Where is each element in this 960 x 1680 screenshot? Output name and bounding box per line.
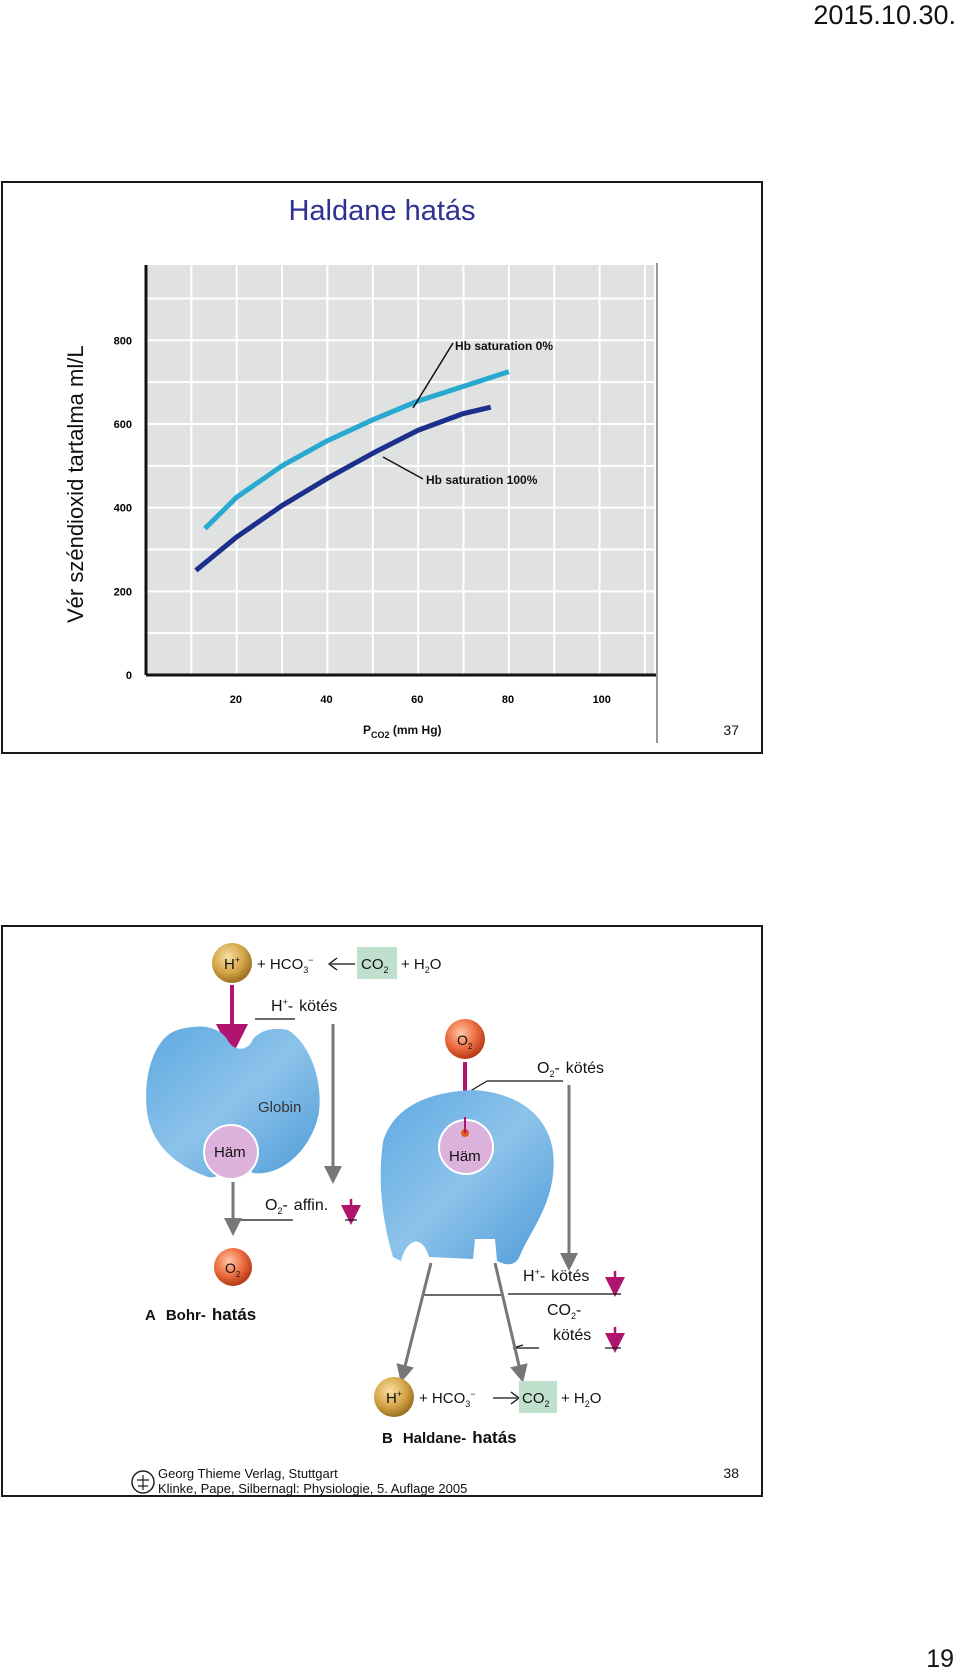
series-line-0 bbox=[203, 369, 510, 531]
co2-highlight-bottom bbox=[519, 1381, 557, 1413]
y-tick-label: 0 bbox=[126, 670, 132, 682]
co2-binding-label: CO2- bbox=[547, 1302, 581, 1321]
label-b: B Haldane-hatás bbox=[382, 1428, 517, 1447]
y-tick-label: 600 bbox=[114, 419, 132, 431]
svg-text:O2: O2 bbox=[457, 1032, 473, 1051]
slide-number: 38 bbox=[723, 1465, 739, 1481]
globin-label: Globin bbox=[258, 1099, 301, 1116]
ham-a bbox=[203, 1124, 259, 1180]
svg-text:O2: O2 bbox=[225, 1260, 241, 1279]
slide-number: 37 bbox=[723, 722, 739, 738]
svg-text:Häm: Häm bbox=[449, 1148, 481, 1165]
globin-b bbox=[380, 1090, 554, 1265]
page-number: 19 bbox=[926, 1645, 954, 1673]
legend-hb-0: Hb saturation 0% bbox=[455, 339, 553, 353]
svg-text:kötés: kötés bbox=[553, 1327, 591, 1344]
x-tick-label: 80 bbox=[502, 694, 514, 706]
svg-text:CO2: CO2 bbox=[361, 956, 389, 975]
chart-background bbox=[146, 265, 654, 675]
y-tick-label: 400 bbox=[114, 503, 132, 515]
chart: 20 40 60 80 100 0 200 400 600 800 Hb saturation 0… bbox=[114, 263, 658, 743]
h-ion-ball-bottom bbox=[374, 1377, 414, 1417]
x-tick-label: 40 bbox=[320, 694, 332, 706]
o2-ball-b bbox=[445, 1019, 485, 1059]
slide-bohr-haldane: H+ + HCO3− CO2 + H2O H+- kötés Globin Häm… bbox=[1, 925, 763, 1497]
gray-arrow-b-left bbox=[396, 1262, 433, 1383]
y-tick-label: 200 bbox=[114, 586, 132, 598]
svg-text:+ H2O: + H2O bbox=[401, 956, 441, 975]
svg-text:+ HCO3−: + HCO3− bbox=[257, 955, 314, 975]
legend-hb-100: Hb saturation 100% bbox=[426, 473, 538, 487]
globin-a bbox=[146, 1026, 320, 1178]
slide-title: Haldane hatás bbox=[288, 195, 476, 227]
h-binding-label-b: H+- kötés bbox=[523, 1267, 589, 1285]
publisher-logo bbox=[131, 1470, 155, 1494]
svg-text:H+: H+ bbox=[224, 955, 240, 973]
svg-text:Häm: Häm bbox=[214, 1144, 246, 1161]
slide-haldane-chart: Haldane hatás Vér széndioxid tartalma ml… bbox=[1, 181, 763, 754]
x-tick-label: 60 bbox=[411, 694, 423, 706]
o2-binding-label: O2- kötés bbox=[537, 1060, 604, 1079]
bottom-equation: H+ + HCO3− CO2 + H2O bbox=[374, 1377, 601, 1417]
y-tick-label: 800 bbox=[114, 335, 132, 347]
x-axis-title: PCO2 (mm Hg) bbox=[363, 723, 442, 740]
bohr-haldane-diagram: H+ + HCO3− CO2 + H2O H+- kötés Globin Häm… bbox=[131, 943, 625, 1495]
svg-text:+ HCO3−: + HCO3− bbox=[419, 1389, 476, 1409]
x-tick-label: 20 bbox=[230, 694, 242, 706]
svg-text:CO2: CO2 bbox=[522, 1390, 550, 1409]
series-line-1 bbox=[194, 404, 492, 573]
annotation-leader-100 bbox=[382, 456, 424, 480]
co2-highlight-top bbox=[357, 947, 397, 979]
o2-affin-label: O2- affin. bbox=[265, 1197, 328, 1216]
credit-line-2: Klinke, Pape, Silbernagl: Physiologie, 5… bbox=[158, 1481, 467, 1495]
chart-grid bbox=[145, 265, 654, 676]
credit-line-1: Georg Thieme Verlag, Stuttgart bbox=[158, 1466, 338, 1481]
o2-ball-a bbox=[214, 1248, 252, 1286]
h-binding-label: H+- kötés bbox=[271, 997, 337, 1015]
svg-text:+ H2O: + H2O bbox=[561, 1390, 601, 1409]
x-tick-label: 100 bbox=[593, 694, 611, 706]
gray-arrow-b-mid bbox=[493, 1262, 528, 1383]
top-equation: H+ + HCO3− CO2 + H2O bbox=[212, 943, 441, 983]
svg-text:H+: H+ bbox=[386, 1389, 402, 1407]
label-a: A Bohr-hatás bbox=[145, 1305, 256, 1324]
date-header: 2015.10.30. bbox=[813, 0, 956, 30]
annotation-leader-0 bbox=[412, 342, 454, 409]
h-ion-ball-top bbox=[212, 943, 252, 983]
